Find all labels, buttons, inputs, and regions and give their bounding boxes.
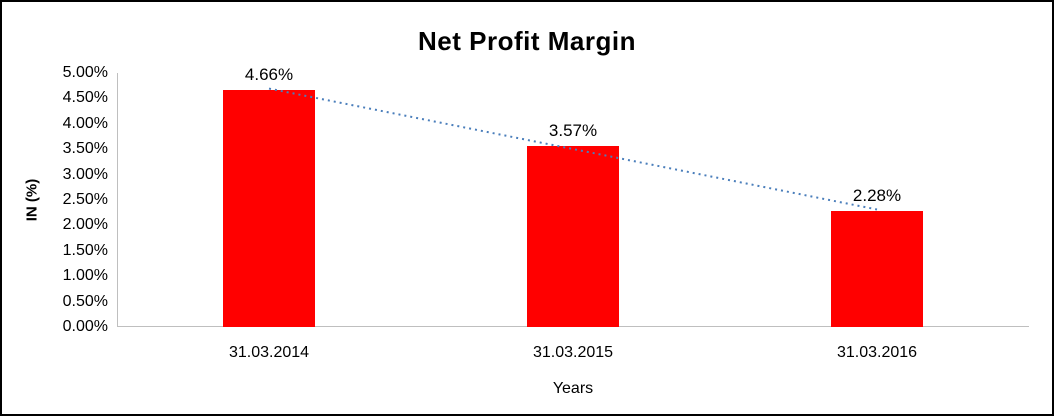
y-tick-label: 0.50% bbox=[62, 292, 108, 310]
x-axis-label: Years bbox=[552, 380, 594, 397]
y-tick-label: 4.00% bbox=[62, 114, 108, 132]
y-tick-label: 3.00% bbox=[62, 165, 108, 183]
y-tick-label: 2.00% bbox=[62, 216, 108, 234]
y-tick-label: 3.50% bbox=[62, 140, 108, 158]
bar-data-label: 2.28% bbox=[852, 186, 902, 206]
bar-data-label: 4.66% bbox=[244, 65, 294, 85]
y-tick-label: 1.00% bbox=[62, 267, 108, 285]
x-tick-label: 31.03.2014 bbox=[228, 344, 310, 361]
y-tick-label: 5.00% bbox=[62, 64, 108, 81]
y-tick-label: 0.00% bbox=[62, 318, 108, 335]
y-tick-label: 1.50% bbox=[62, 241, 108, 259]
y-tick-label: 2.50% bbox=[62, 191, 108, 208]
bar bbox=[527, 145, 619, 327]
x-tick-label: 31.03.2015 bbox=[532, 344, 614, 361]
bar bbox=[831, 211, 923, 327]
bar bbox=[223, 90, 315, 327]
chart-title: Net Profit Margin bbox=[418, 26, 636, 56]
x-tick-label: 31.03.2016 bbox=[836, 344, 918, 361]
y-tick-label: 4.50% bbox=[62, 89, 108, 107]
bar-data-label: 3.57% bbox=[548, 120, 598, 140]
